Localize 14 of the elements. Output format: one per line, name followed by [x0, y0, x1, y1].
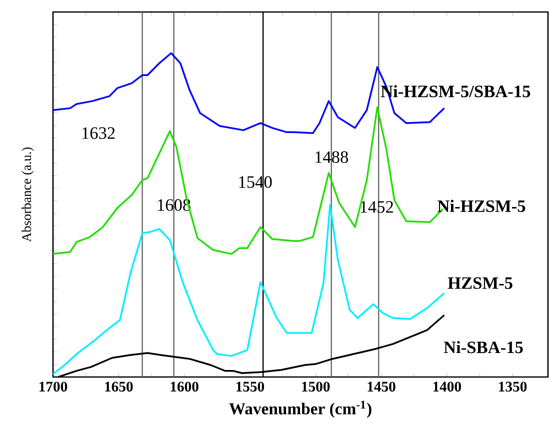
x-tick-label: 1400	[433, 382, 461, 392]
ref-line-label: 1632	[82, 127, 115, 139]
x-axis-title: Wavenumber (cm$^{-1}$)	[229, 400, 372, 418]
x-tick-label: 1550	[236, 382, 264, 392]
series-label: Ni-HZSM-5	[438, 200, 526, 212]
series-label: Ni-SBA-15	[444, 341, 523, 354]
x-tick-label: 1700	[40, 382, 68, 392]
x-tick-label: 1600	[170, 382, 198, 392]
x-tick-label: 1350	[499, 382, 527, 392]
series-label: HZSM-5	[448, 277, 512, 289]
x-tick-label: 1650	[105, 382, 133, 392]
x-tick-label: 1450	[368, 382, 396, 392]
y-axis-title: Absorbance (a.u.)	[22, 148, 34, 242]
x-tick-label: 1500	[302, 382, 330, 392]
